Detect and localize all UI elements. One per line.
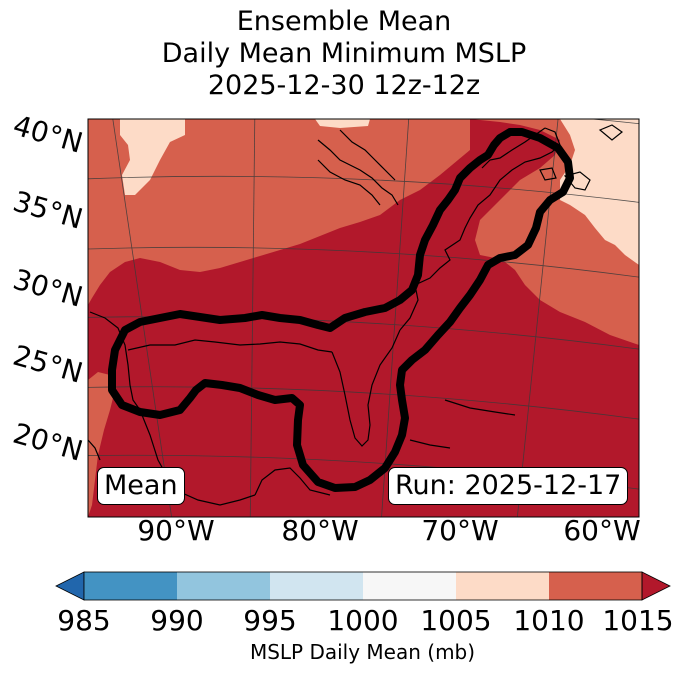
lon-label-80w: 80°W	[281, 514, 359, 547]
colorbar-tick-1000: 1000	[327, 604, 399, 637]
lon-label-90w: 90°W	[137, 514, 215, 547]
fill-1005-1010-north	[88, 119, 470, 305]
fill-1000-1005-ne	[560, 119, 639, 265]
colorbar-segment-3	[363, 572, 457, 600]
chart-title-line-2: Daily Mean Minimum MSLP	[161, 38, 527, 69]
colorbar	[55, 571, 671, 601]
colorbar-tick-1010: 1010	[513, 604, 585, 637]
fill-1000-1005-top	[315, 119, 370, 128]
colorbar-extend-high	[641, 571, 671, 601]
colorbar-tick-990: 990	[150, 604, 204, 637]
colorbar-segment-5	[549, 572, 643, 600]
colorbar-tick-1015: 1015	[602, 604, 674, 637]
fill-1000-1005-nw	[120, 119, 185, 195]
colorbar-segment-1	[177, 572, 271, 600]
colorbar-segment-0	[84, 572, 178, 600]
colorbar-label: MSLP Daily Mean (mb)	[249, 640, 476, 664]
lon-label-60w: 60°W	[563, 514, 641, 547]
colorbar-tick-1005: 1005	[420, 604, 492, 637]
mean-tag: Mean	[97, 467, 185, 505]
run-date-tag: Run: 2025-12-17	[388, 467, 629, 505]
colorbar-segment-4	[456, 572, 550, 600]
colorbar-frame	[83, 571, 643, 601]
lon-label-70w: 70°W	[421, 514, 499, 547]
chart-title-line-1: Ensemble Mean	[236, 6, 452, 37]
colorbar-tick-985: 985	[57, 604, 111, 637]
colorbar-extend-low	[55, 571, 85, 601]
fill-1005-1010-sw	[88, 372, 115, 517]
ensemble-contour	[108, 128, 574, 492]
colorbar-segment-2	[270, 572, 364, 600]
map-frame	[87, 118, 640, 518]
colorbar-tick-995: 995	[243, 604, 297, 637]
chart-title-line-3: 2025-12-30 12z-12z	[207, 70, 481, 101]
